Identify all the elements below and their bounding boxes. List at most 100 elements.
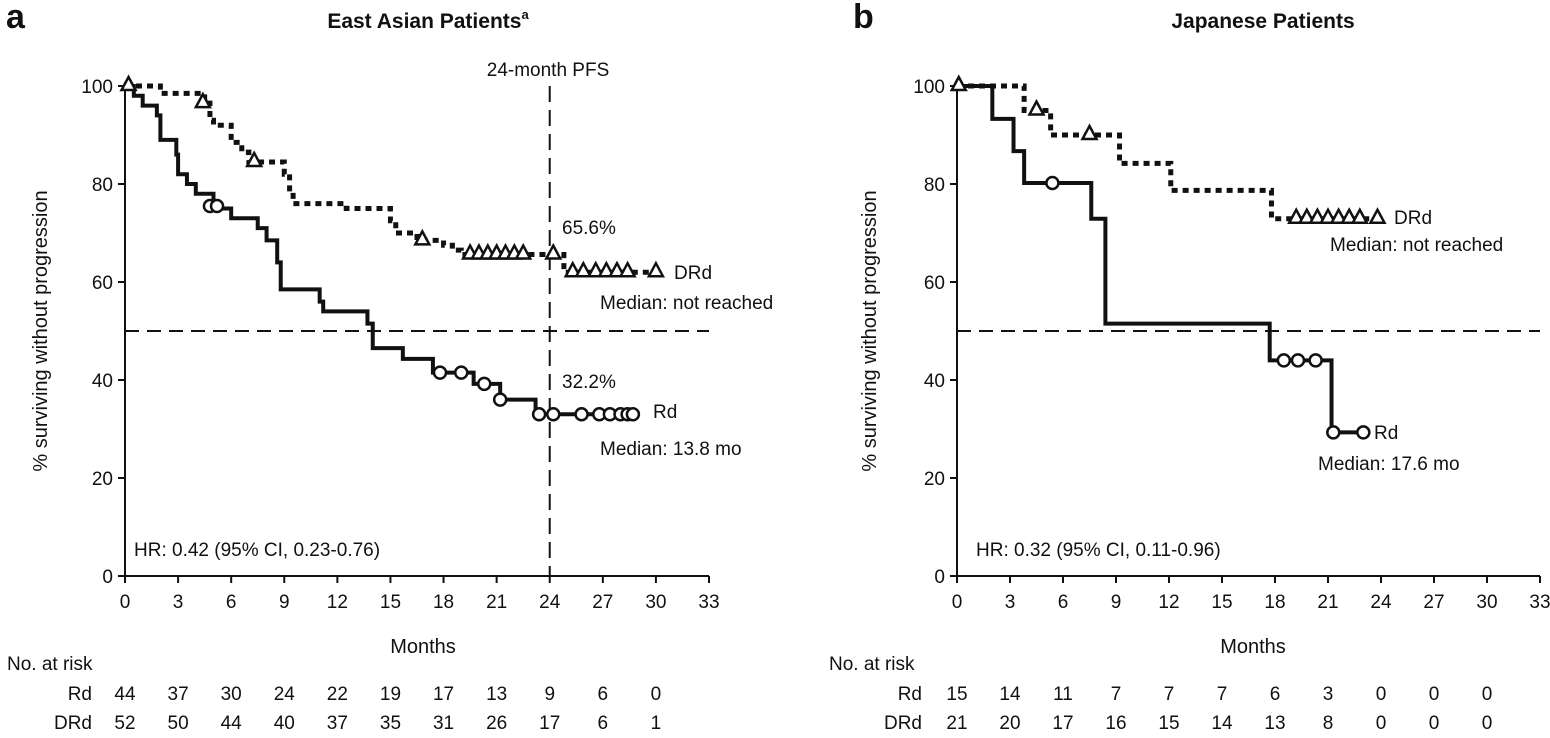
rd-pct-24: 32.2% [562,372,616,393]
censor-marker-rd [1308,353,1323,368]
risk-value-rd: 7 [1111,684,1122,705]
risk-value-rd: 11 [1053,684,1073,705]
risk-value-drd: 40 [274,713,295,733]
x-tick-label: 24 [1370,592,1392,613]
km-curve-rd [957,84,1364,435]
y-tick-label: 0 [934,567,945,588]
risk-value-drd: 37 [327,713,348,733]
censor-marker-rd [531,407,547,422]
risk-row-label-drd: DRd [54,713,92,733]
risk-value-drd: 0 [1429,713,1440,733]
rd-median: Median: 17.6 mo [1318,454,1460,475]
rd-series-label: Rd [1374,423,1398,444]
risk-value-drd: 35 [380,713,401,733]
drd-median: Median: not reached [1330,235,1503,256]
x-tick-label: 30 [645,592,666,613]
hr-text: HR: 0.42 (95% CI, 0.23-0.76) [134,540,380,561]
risk-value-rd: 3 [1323,684,1334,705]
risk-table-header: No. at risk [7,654,93,675]
censor-marker-rd [574,407,589,422]
censor-marker-rd [209,198,225,214]
censor-marker-rd [476,376,492,392]
risk-table-header: No. at risk [829,654,915,675]
panel-letter: a [6,0,26,36]
km-curve-rd [125,84,639,417]
drd-series-label: DRd [674,263,712,284]
risk-value-drd: 15 [1158,713,1179,733]
censor-marker-drd [586,260,605,278]
x-tick-label: 9 [1111,592,1122,613]
censor-marker-drd [1329,207,1348,225]
censor-marker-drd [119,74,138,92]
panel-title-text: East Asian Patients [327,10,521,33]
x-axis-label: Months [1220,636,1286,658]
risk-value-rd: 22 [327,684,348,705]
censor-marker-rd [1290,353,1306,368]
risk-value-rd: 0 [1482,684,1493,705]
censor-marker-drd [574,260,593,278]
censor-marker-drd [544,242,563,260]
risk-value-rd: 7 [1217,684,1228,705]
censor-marker-drd [413,228,432,246]
y-tick-label: 0 [102,567,113,588]
censor-marker-drd [646,260,666,278]
risk-value-rd: 37 [168,684,189,705]
censor-marker-rd [625,407,641,422]
censor-marker-drd [1340,207,1359,225]
x-tick-label: 27 [1423,592,1444,613]
censor-marker-rd [1356,425,1371,440]
x-tick-label: 18 [1264,592,1285,613]
censor-marker-rd [1045,175,1060,191]
x-tick-label: 21 [486,592,507,613]
censor-marker-drd [949,74,968,92]
risk-value-drd: 17 [1052,713,1073,733]
censor-marker-drd [1287,207,1306,225]
risk-value-drd: 21 [946,713,967,733]
y-tick-label: 80 [924,175,945,196]
x-tick-label: 33 [698,592,719,613]
risk-value-rd: 13 [486,684,507,705]
x-tick-label: 0 [120,592,131,613]
risk-value-drd: 20 [999,713,1020,733]
drd-series-label: DRd [1394,208,1432,229]
risk-value-drd: 44 [221,713,243,733]
risk-value-rd: 17 [433,684,454,705]
censor-marker-drd [245,150,264,168]
risk-value-rd: 30 [221,684,242,705]
y-tick-label: 60 [924,273,945,294]
risk-value-rd: 9 [544,684,555,705]
x-tick-label: 12 [1158,592,1179,613]
hr-text: HR: 0.32 (95% CI, 0.11-0.96) [976,540,1221,561]
risk-value-rd: 24 [274,684,296,705]
risk-value-rd: 7 [1164,684,1175,705]
x-tick-label: 0 [952,592,963,613]
x-tick-label: 30 [1476,592,1497,613]
km-curve-drd [957,83,1385,222]
censor-marker-drd [193,91,212,109]
censor-marker-drd [1368,207,1387,225]
censor-marker-drd [1308,207,1327,225]
risk-value-drd: 6 [598,713,609,733]
risk-value-drd: 52 [114,713,135,733]
risk-value-rd: 14 [999,684,1021,705]
x-tick-label: 3 [1005,592,1016,613]
risk-value-rd: 0 [1429,684,1440,705]
x-tick-label: 15 [380,592,401,613]
risk-value-rd: 6 [598,684,609,705]
drd-median: Median: not reached [600,293,773,314]
y-tick-label: 80 [92,175,113,196]
risk-value-drd: 17 [539,713,560,733]
censor-marker-rd [1326,425,1341,440]
risk-value-drd: 1 [651,713,662,733]
x-tick-label: 6 [226,592,237,613]
censor-marker-rd [1276,353,1292,368]
risk-value-drd: 13 [1264,713,1285,733]
censor-marker-drd [618,260,637,278]
censor-marker-drd [514,242,533,260]
censor-marker-rd [492,392,508,407]
x-tick-label: 21 [1317,592,1338,613]
panel-title-superscript: a [521,7,529,22]
panel-a: a East Asian Patientsa % surviving witho… [6,0,773,734]
risk-value-drd: 8 [1323,713,1334,733]
y-tick-label: 40 [924,371,945,392]
